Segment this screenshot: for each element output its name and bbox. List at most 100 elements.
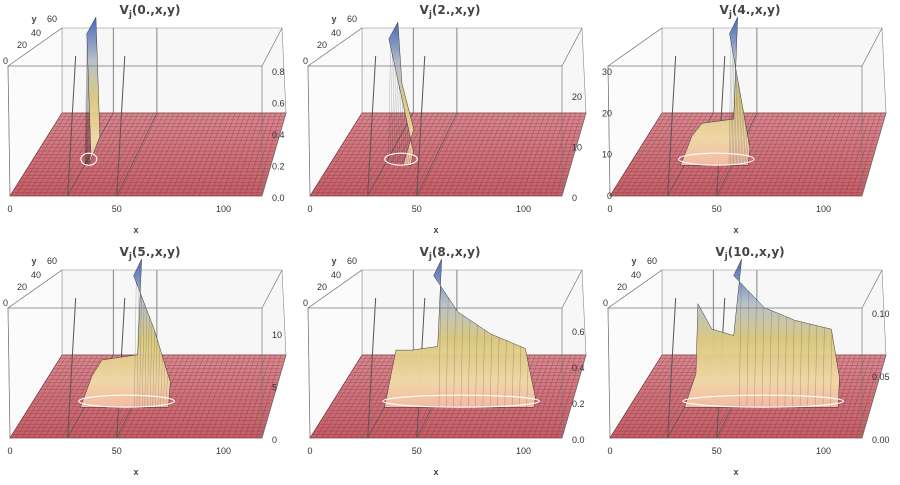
x-tick-label: 50 — [412, 446, 422, 456]
mesh-line — [736, 82, 739, 166]
corner-tick-label: 0 — [303, 56, 308, 66]
plot-title: Vj(10.,x,y) — [715, 245, 784, 262]
box-edge-side — [861, 112, 887, 197]
mesh-line — [807, 323, 810, 408]
mesh-line — [746, 140, 749, 166]
title-args: (2.,x,y) — [432, 3, 481, 17]
box-edge-front — [7, 65, 263, 197]
x-axis-label: x — [133, 225, 138, 235]
x-tick-label: 100 — [216, 446, 231, 456]
footprint-contour — [382, 394, 541, 408]
mesh-line — [761, 307, 765, 408]
back-wall — [61, 269, 287, 356]
box-edge-top — [307, 269, 363, 309]
mesh-line — [739, 283, 742, 408]
mesh-line — [769, 310, 772, 408]
mesh-line — [165, 373, 168, 408]
reference-line-front — [116, 55, 126, 197]
box-edge-top — [261, 27, 283, 67]
x-tick-label: 0 — [7, 204, 12, 214]
box-edge-top — [7, 269, 63, 309]
mesh-line — [460, 315, 463, 408]
mesh-line — [84, 42, 88, 166]
x-tick-label: 0 — [607, 446, 612, 456]
x-axis-label: x — [733, 467, 738, 477]
reference-line — [716, 28, 758, 197]
mesh-line — [86, 84, 89, 166]
x-tick-label: 100 — [816, 204, 831, 214]
mesh-line — [400, 102, 403, 166]
mesh-line — [777, 313, 780, 408]
box-edge-front — [307, 307, 563, 439]
mesh-line — [85, 67, 89, 166]
box-edge-top — [861, 269, 883, 309]
box-edge-front — [607, 65, 863, 197]
surface-mesh-lines — [728, 41, 749, 166]
x-tick-label: 100 — [516, 204, 531, 214]
mesh-line — [403, 118, 407, 166]
mesh-line — [85, 59, 88, 166]
y-tick-label: 60 — [347, 256, 357, 266]
box-edge-top — [607, 27, 663, 67]
reference-line — [67, 28, 114, 197]
mesh-line — [87, 127, 91, 166]
z-tick-label: 0 — [272, 435, 277, 445]
mesh-line — [391, 62, 395, 166]
mesh-line — [792, 320, 795, 408]
mesh-line — [482, 329, 485, 408]
x-tick-label: 100 — [216, 204, 231, 214]
y-tick-label: 60 — [47, 14, 57, 24]
reference-line — [116, 28, 158, 197]
x-tick-label: 0 — [607, 204, 612, 214]
mesh-line — [85, 76, 89, 166]
reference-line — [67, 270, 114, 439]
reference-line-front — [667, 55, 677, 197]
title-args: (5.,x,y) — [132, 245, 181, 259]
x-tick-label: 50 — [112, 204, 122, 214]
mesh-line — [438, 286, 442, 408]
z-tick-label: 0 — [572, 193, 577, 203]
plot-title: Vj(2.,x,y) — [420, 3, 481, 20]
corner-tick-label: 0 — [3, 298, 8, 308]
mesh-line — [728, 41, 732, 166]
corner-tick-label: 0 — [303, 298, 308, 308]
footprint-contour — [80, 152, 98, 166]
reference-line-front — [67, 297, 77, 439]
mesh-line — [84, 50, 88, 166]
footprint-contour — [384, 152, 418, 166]
mesh-line — [160, 356, 163, 408]
box-edge-top — [307, 27, 363, 67]
reference-line — [416, 28, 458, 197]
x-tick-label: 100 — [816, 446, 831, 456]
mesh-line — [87, 110, 90, 166]
box-edge-side — [561, 354, 587, 439]
x-tick-label: 0 — [307, 446, 312, 456]
mesh-line — [733, 66, 736, 166]
y-tick-label: 40 — [31, 28, 41, 38]
z-tick-label: 20 — [602, 108, 612, 118]
surface-mesh-lines — [84, 42, 91, 166]
y-tick-label: 20 — [317, 40, 327, 50]
mesh-line — [453, 308, 456, 408]
title-prefix: V — [120, 3, 130, 17]
box-edge-side — [861, 354, 887, 439]
y-tick-label: 20 — [617, 282, 627, 292]
box-edge-front — [307, 65, 563, 197]
surface-plot-panel: Vj(4.,x,y) 0 50 100 x 0 10 20 30 — [602, 3, 887, 235]
z-tick-label: 20 — [572, 92, 582, 102]
z-tick-label: 0.4 — [572, 363, 585, 373]
y-tick-label: 60 — [647, 256, 657, 266]
surface-plot-panel: Vj(5.,x,y) 0 50 100 x y 20 40 60 0 0 5 10 — [3, 245, 287, 477]
title-subscript: j — [128, 10, 132, 20]
mesh-line — [134, 282, 137, 408]
x-tick-label: 0 — [307, 204, 312, 214]
title-prefix: V — [720, 3, 730, 17]
x-tick-label: 50 — [112, 446, 122, 456]
corner-tick-label: 0 — [603, 298, 608, 308]
mesh-line — [147, 316, 150, 408]
reference-line-front — [367, 55, 377, 197]
x-axis-label: x — [433, 467, 438, 477]
x-tick-label: 50 — [712, 446, 722, 456]
mesh-line — [389, 54, 393, 166]
box-edge-side — [261, 354, 287, 439]
